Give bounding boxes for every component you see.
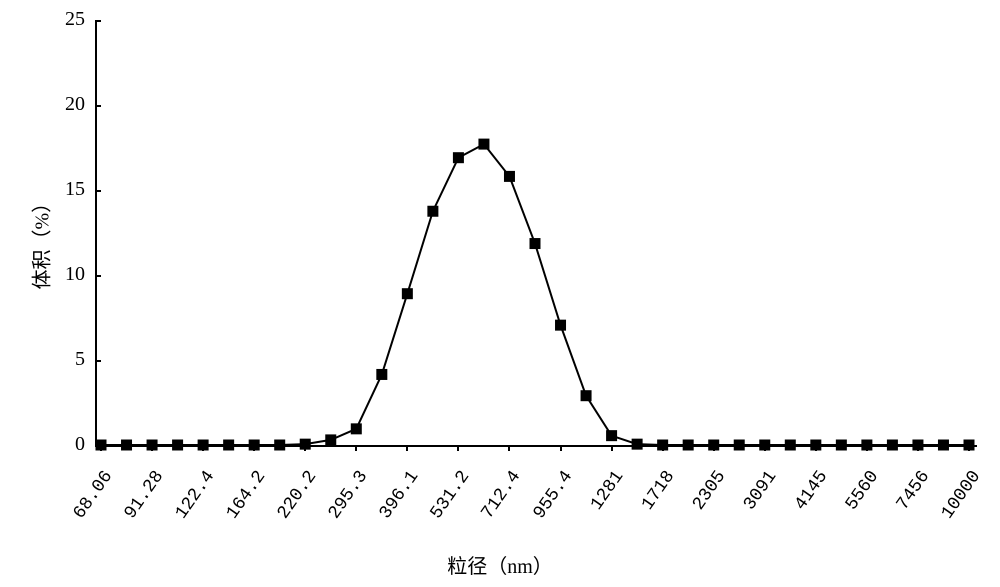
series-marker: [173, 440, 183, 450]
series-marker: [581, 391, 591, 401]
series-marker: [96, 440, 106, 450]
series-marker: [785, 440, 795, 450]
series-marker: [453, 153, 463, 163]
series-marker: [351, 424, 361, 434]
data-layer: [0, 0, 1000, 587]
series-marker: [326, 435, 336, 445]
series-marker: [530, 239, 540, 249]
series-marker: [377, 369, 387, 379]
series-marker: [887, 440, 897, 450]
series-marker: [428, 206, 438, 216]
series-marker: [658, 440, 668, 450]
series-marker: [964, 440, 974, 450]
series-marker: [224, 440, 234, 450]
series-marker: [275, 440, 285, 450]
series-marker: [760, 440, 770, 450]
series-group: [96, 139, 974, 450]
chart-container: 体积（%） 0510152025 68.0691.28122.4164.2220…: [0, 0, 1000, 587]
series-marker: [122, 440, 132, 450]
series-marker: [147, 440, 157, 450]
series-marker: [632, 439, 642, 449]
series-marker: [734, 440, 744, 450]
series-marker: [683, 440, 693, 450]
series-line: [101, 144, 969, 445]
series-marker: [836, 440, 846, 450]
series-marker: [913, 440, 923, 450]
series-marker: [556, 320, 566, 330]
series-marker: [504, 171, 514, 181]
series-marker: [300, 439, 310, 449]
series-marker: [811, 440, 821, 450]
series-marker: [938, 440, 948, 450]
series-marker: [607, 431, 617, 441]
series-marker: [862, 440, 872, 450]
series-marker: [709, 440, 719, 450]
series-marker: [198, 440, 208, 450]
series-marker: [479, 139, 489, 149]
series-marker: [402, 289, 412, 299]
series-marker: [249, 440, 259, 450]
